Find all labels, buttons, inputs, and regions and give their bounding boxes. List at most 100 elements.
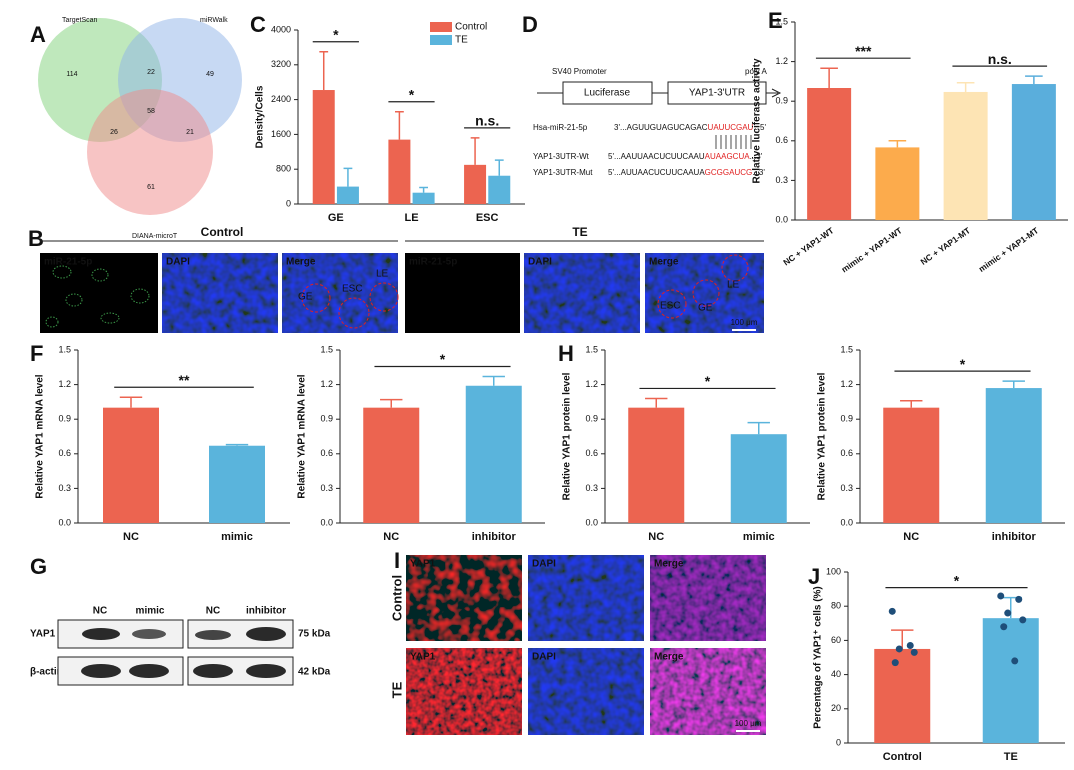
bar [730,434,787,523]
region-label: GE [298,292,313,303]
significance-label: * [705,373,711,389]
lane-label: NC [206,606,220,617]
y-tick-label: 1.2 [775,56,788,66]
data-point [1011,657,1019,665]
y-tick-label: 0.0 [320,517,333,527]
panel-label: F [30,341,43,366]
y-axis-label: Relative YAP1 mRNA level [297,374,308,498]
data-point [910,648,918,656]
data-point [1019,616,1027,624]
x-tick-label: NC [383,531,399,543]
significance-label: * [954,572,960,588]
utr-box [667,81,767,105]
y-tick-label: 0.9 [775,96,788,106]
venn-count: 61 [147,184,155,191]
y-tick-label: 0.6 [58,448,71,458]
panel-label: D [522,12,538,37]
error-bar [482,375,505,386]
venn-set-label: DIANA-microT [132,233,178,240]
error-bar [494,159,504,176]
bar [943,91,988,221]
y-tick-label: 1.2 [58,379,71,389]
group-label: TE [572,225,587,239]
data-point [891,659,899,667]
channel-label: miR-21-5p [44,257,92,268]
bar [883,407,940,523]
venn-count: 22 [147,69,155,76]
y-tick-label: 0.9 [58,414,71,424]
dapi-image [528,555,644,641]
error-bar [1002,380,1025,389]
seq-part: ...5' [753,123,766,132]
bar [336,186,359,204]
merge-image [650,555,766,641]
x-tick-label: NC [123,531,139,543]
significance-label: * [409,86,415,102]
panel-label: I [394,548,400,573]
error-bar [343,167,353,187]
venn: TargetScan miRWalk DIANA-microT 114 22 4… [38,17,242,240]
x-tick-label: NC + YAP1-MT [919,225,973,267]
panel-labels: A B C D E F G H I J [28,8,820,589]
significance-label: *** [855,43,872,59]
dapi-image [524,253,640,333]
row-label: TE [389,681,404,698]
y-tick-label: 4000 [271,24,291,34]
error-bar [888,140,907,148]
significance-label: * [960,356,966,372]
protein-label: β-actin [30,667,63,678]
size-label: 42 kDa [298,667,331,678]
x-tick-label: mimic + YAP1-WT [839,225,904,275]
y-axis-label: Density/Cells [255,85,266,148]
merge-image [650,648,766,735]
error-bar [820,67,838,88]
data-point [1004,609,1012,617]
scale-bar-label: 100 μm [731,318,758,327]
merge-image [282,253,398,333]
error-bar [747,421,770,435]
error-bar [225,443,249,446]
lane-label: mimic [136,606,165,617]
seq-part: 3'...AGUUGUAGUCAGAC [614,123,708,132]
region-outline [301,254,749,329]
green-image [405,253,520,333]
y-axis-label: Relative YAP1 protein level [562,372,573,500]
size-label: 75 kDa [298,629,331,640]
legend-swatch [430,35,452,45]
bar [875,147,920,220]
sequence: 3'...AGUUGUAGUCAGACUAUUCGAU...5' [614,123,766,132]
polya-label: poly A [745,67,767,76]
bar [874,648,931,743]
y-tick-label: 1.5 [320,344,333,354]
significance-label: ** [179,372,190,388]
bar [464,164,487,204]
bar [312,90,335,204]
group-label: Control [201,225,244,239]
x-tick-label: mimic + YAP1-MT [977,225,1041,274]
bar [465,385,522,523]
if-panel: Control TE YAP1 DAPI Merge YAP1 DAPI Mer… [389,555,766,735]
protein-label: YAP1 [30,629,56,640]
y-tick-label: 1.2 [585,379,598,389]
y-tick-label: 2400 [271,94,291,104]
error-bar [419,186,428,193]
channel-label: Merge [654,652,684,663]
bar [628,407,685,523]
legend-label: TE [455,35,468,46]
region-label: LE [727,280,740,291]
scale-bar-label: 100 μm [735,719,762,728]
y-tick-label: 0.6 [840,448,853,458]
region-label: LE [376,269,389,280]
y-tick-label: 800 [276,164,291,174]
seq-part: ...3' [750,152,763,161]
y-axis-label: Relative YAP1 mRNA level [35,374,46,498]
promoter-label: SV40 Promoter [552,67,607,76]
y-tick-label: 0.0 [840,517,853,527]
region-labels: GE ESC LE GE ESC LE [298,269,740,314]
y-tick-label: 1.5 [585,344,598,354]
x-tick-label: mimic [743,531,775,543]
y-tick-label: 0.0 [58,517,71,527]
channel-label: Merge [286,257,316,268]
error-bar [319,51,329,91]
